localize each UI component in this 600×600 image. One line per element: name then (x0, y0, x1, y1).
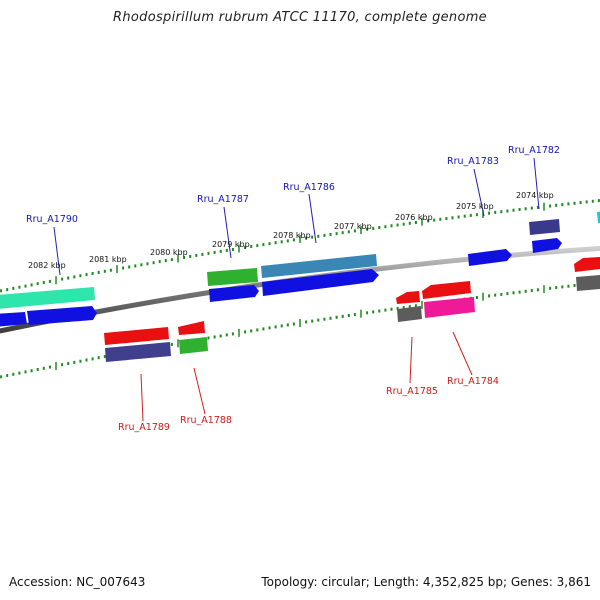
feature-box-a1788[interactable] (179, 337, 208, 354)
gene-label-a1787[interactable]: Rru_A1787 (197, 194, 249, 205)
kbp-label: 2080 kbp (150, 248, 188, 257)
feature-box-a1786[interactable] (261, 254, 377, 278)
kbp-label: 2074 kbp (516, 191, 554, 200)
gene-arrow-a1786[interactable] (262, 269, 379, 296)
gene-label-a1786[interactable]: Rru_A1786 (283, 182, 335, 193)
gene-arrow-a1788[interactable] (178, 321, 205, 335)
genome-summary: Topology: circular; Length: 4,352,825 bp… (261, 575, 591, 589)
leader-a1785 (409, 336, 413, 384)
kbp-label: 2079 kbp (212, 240, 250, 249)
gene-arrow-a1782[interactable] (532, 238, 562, 253)
gene-features[interactable] (0, 211, 600, 362)
kbp-label: 2082 kbp (28, 261, 66, 270)
leader-a1789 (140, 373, 144, 422)
leader-a1788 (193, 367, 206, 415)
gene-arrow-a1784[interactable] (422, 281, 471, 299)
gene-arrow-a1789[interactable] (104, 327, 169, 345)
feature-box-a1789[interactable] (105, 342, 171, 362)
gene-label-a1788[interactable]: Rru_A1788 (180, 415, 232, 426)
leader-a1784 (452, 331, 473, 376)
feature-box-a1785[interactable] (397, 306, 422, 322)
leader-a1787 (223, 206, 232, 259)
accession-text: Accession: NC_007643 (9, 575, 146, 589)
feature-box-a1782[interactable] (529, 219, 560, 235)
kbp-labels: 2082 kbp 2081 kbp 2080 kbp 2079 kbp 2078… (28, 191, 554, 270)
gene-arrow-a1785[interactable] (396, 291, 420, 304)
gene-arrow-a1783[interactable] (468, 249, 512, 266)
gene-label-a1789[interactable]: Rru_A1789 (118, 422, 170, 433)
feature-box-a1784[interactable] (424, 297, 475, 318)
map-title: Rhodospirillum rubrum ATCC 11170, comple… (113, 10, 487, 25)
gene-arrow-a1790[interactable] (0, 312, 27, 327)
gene-arrow-edge[interactable] (574, 257, 600, 272)
gene-labels[interactable]: Rru_A1790 Rru_A1787 Rru_A1786 Rru_A1783 … (26, 145, 560, 433)
gene-label-a1782[interactable]: Rru_A1782 (508, 145, 560, 156)
gene-label-a1790[interactable]: Rru_A1790 (26, 214, 78, 225)
feature-box-edge[interactable] (597, 211, 600, 223)
gene-arrow-a1790b[interactable] (27, 306, 97, 325)
gene-label-a1785[interactable]: Rru_A1785 (386, 386, 438, 397)
gene-arrow-a1787[interactable] (209, 285, 259, 302)
feature-box-edge2[interactable] (576, 275, 600, 291)
label-leaders (53, 157, 540, 422)
kbp-label: 2075 kbp (456, 202, 494, 211)
kbp-label: 2081 kbp (89, 255, 127, 264)
leader-a1790 (53, 226, 61, 276)
feature-box-a1790[interactable] (0, 287, 95, 309)
kbp-label: 2078 kbp (273, 231, 311, 240)
leader-a1786 (308, 193, 317, 244)
gene-label-a1783[interactable]: Rru_A1783 (447, 156, 499, 167)
gene-label-a1784[interactable]: Rru_A1784 (447, 376, 499, 387)
kbp-label: 2077 kbp (334, 222, 372, 231)
leader-a1782 (533, 157, 540, 210)
leader-a1783 (473, 168, 485, 217)
kbp-label: 2076 kbp (395, 213, 433, 222)
feature-box-a1787[interactable] (207, 268, 258, 286)
